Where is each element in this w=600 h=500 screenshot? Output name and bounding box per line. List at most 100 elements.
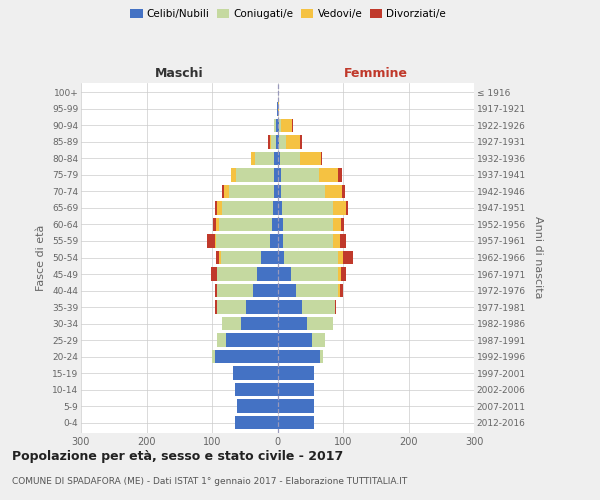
Bar (319, 168, 338, 181)
Bar (215, 350, 277, 364)
Bar (217, 267, 257, 281)
Bar (346, 201, 347, 214)
Bar (341, 218, 344, 231)
Bar (269, 135, 271, 148)
Bar (277, 152, 280, 165)
Bar (341, 267, 346, 281)
Bar (335, 300, 337, 314)
Bar (212, 350, 215, 364)
Bar (281, 184, 325, 198)
Bar (221, 250, 261, 264)
Bar (277, 350, 320, 364)
Bar (277, 366, 314, 380)
Bar (321, 152, 322, 165)
Bar (277, 334, 311, 347)
Bar (222, 201, 273, 214)
Bar (246, 300, 277, 314)
Bar (212, 218, 216, 231)
Bar (277, 135, 280, 148)
Bar (207, 234, 215, 248)
Bar (251, 152, 254, 165)
Bar (277, 184, 281, 198)
Y-axis label: Fasce di età: Fasce di età (37, 224, 46, 290)
Bar (215, 284, 217, 298)
Bar (216, 234, 269, 248)
Bar (229, 184, 274, 198)
Bar (218, 218, 272, 231)
Bar (338, 250, 343, 264)
Bar (277, 383, 314, 396)
Bar (286, 135, 301, 148)
Bar (338, 284, 340, 298)
Bar (277, 218, 283, 231)
Bar (277, 317, 307, 330)
Bar (216, 250, 219, 264)
Bar (219, 250, 221, 264)
Bar (211, 267, 217, 281)
Text: Femmine: Femmine (344, 67, 408, 80)
Bar (269, 234, 277, 248)
Bar (277, 400, 314, 413)
Bar (274, 118, 276, 132)
Bar (216, 218, 218, 231)
Bar (235, 416, 277, 430)
Bar (281, 118, 292, 132)
Bar (235, 383, 277, 396)
Bar (277, 300, 302, 314)
Bar (333, 234, 340, 248)
Bar (237, 400, 277, 413)
Bar (224, 184, 229, 198)
Bar (301, 135, 302, 148)
Bar (338, 168, 341, 181)
Text: COMUNE DI SPADAFORA (ME) - Dati ISTAT 1° gennaio 2017 - Elaborazione TUTTITALIA.: COMUNE DI SPADAFORA (ME) - Dati ISTAT 1°… (12, 478, 407, 486)
Bar (311, 334, 325, 347)
Bar (283, 234, 333, 248)
Bar (341, 184, 345, 198)
Bar (241, 317, 277, 330)
Bar (282, 201, 333, 214)
Bar (253, 284, 277, 298)
Bar (280, 135, 286, 148)
Bar (280, 152, 300, 165)
Bar (277, 267, 290, 281)
Bar (274, 184, 277, 198)
Bar (277, 118, 279, 132)
Bar (277, 284, 296, 298)
Bar (217, 334, 226, 347)
Bar (281, 168, 319, 181)
Bar (277, 201, 282, 214)
Bar (320, 350, 323, 364)
Bar (277, 416, 314, 430)
Bar (274, 152, 277, 165)
Bar (296, 284, 338, 298)
Bar (340, 234, 346, 248)
Bar (217, 300, 246, 314)
Bar (233, 366, 277, 380)
Bar (261, 250, 277, 264)
Bar (254, 152, 274, 165)
Bar (274, 168, 277, 181)
Bar (222, 317, 241, 330)
Bar (277, 250, 284, 264)
Bar (340, 284, 343, 298)
Bar (283, 218, 333, 231)
Bar (325, 184, 341, 198)
Bar (276, 118, 277, 132)
Bar (292, 118, 293, 132)
Bar (273, 201, 277, 214)
Bar (217, 284, 253, 298)
Bar (272, 218, 277, 231)
Bar (215, 300, 217, 314)
Bar (231, 168, 236, 181)
Bar (215, 201, 217, 214)
Bar (271, 135, 276, 148)
Bar (307, 317, 333, 330)
Bar (277, 168, 281, 181)
Bar (343, 250, 353, 264)
Legend: Celibi/Nubili, Coniugati/e, Vedovi/e, Divorziati/e: Celibi/Nubili, Coniugati/e, Vedovi/e, Di… (126, 5, 450, 24)
Bar (276, 135, 277, 148)
Bar (236, 168, 274, 181)
Bar (279, 118, 281, 132)
Bar (217, 201, 222, 214)
Bar (284, 250, 338, 264)
